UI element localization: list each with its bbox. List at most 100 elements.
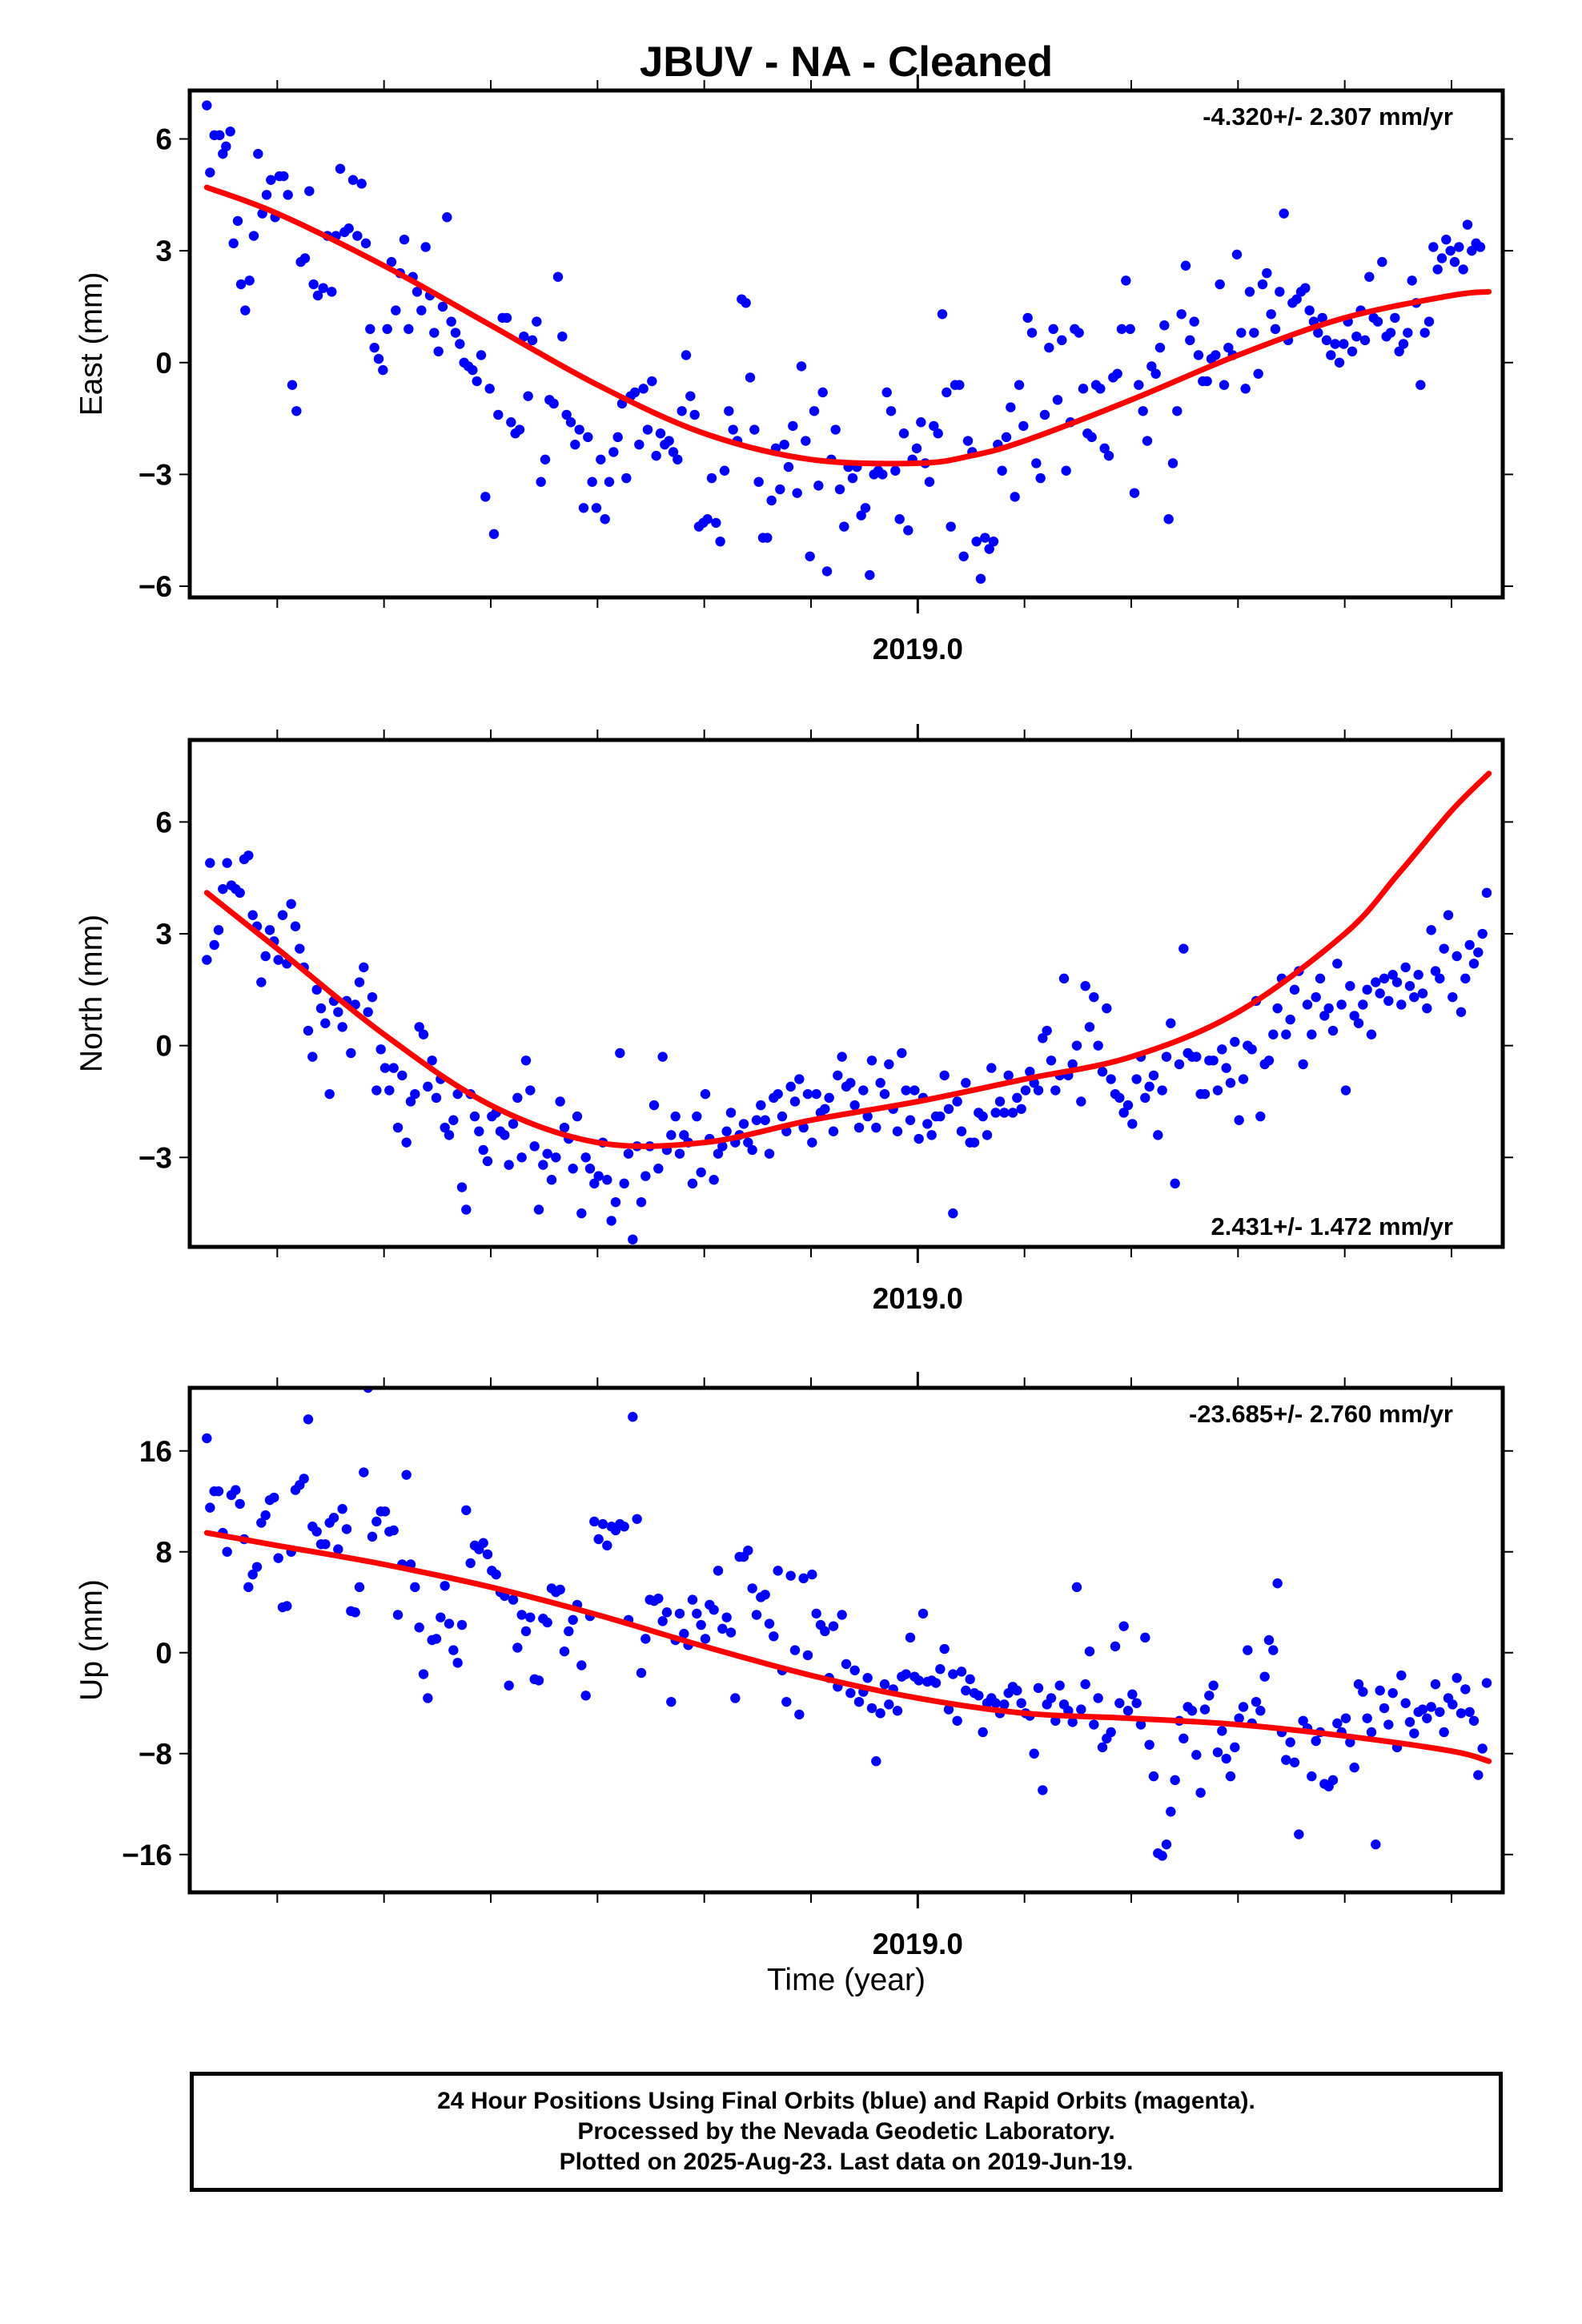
east-data-point <box>681 350 692 360</box>
north-data-point <box>202 955 212 965</box>
up-data-point <box>1161 1839 1172 1850</box>
up-data-point <box>1439 1727 1449 1738</box>
north-data-point <box>572 1111 583 1122</box>
east-data-point <box>881 387 892 398</box>
east-data-point <box>1163 514 1174 525</box>
up-points-group <box>202 1388 1492 1861</box>
east-data-point <box>378 364 388 376</box>
east-data-point <box>1266 309 1276 320</box>
east-data-point <box>1458 264 1468 275</box>
east-data-point <box>839 521 849 532</box>
up-data-point <box>892 1706 903 1716</box>
up-data-point <box>679 1628 689 1639</box>
east-data-point <box>1022 312 1033 324</box>
east-data-point <box>642 424 653 435</box>
north-data-point <box>1093 1040 1103 1051</box>
east-data-point <box>600 514 610 525</box>
up-data-point <box>410 1582 420 1593</box>
up-data-point <box>1221 1753 1231 1764</box>
north-data-point <box>401 1137 412 1148</box>
east-data-point <box>1219 380 1230 390</box>
east-data-point <box>1103 450 1114 461</box>
up-data-point <box>452 1658 463 1668</box>
east-y-tick-label-1: −3 <box>139 458 172 491</box>
east-data-point <box>1364 271 1375 282</box>
up-data-point <box>589 1516 600 1527</box>
north-data-point <box>820 1104 830 1114</box>
east-data-point <box>779 439 789 450</box>
north-data-point <box>273 955 283 965</box>
north-data-point <box>648 1100 660 1111</box>
up-data-point <box>1281 1755 1291 1765</box>
panel-up: −16 −8 0 8 16 2019.0 Up (mm) -23.685+/- 2.760 m… <box>74 1372 1513 1960</box>
up-data-point <box>1477 1743 1488 1754</box>
up-data-point <box>282 1601 292 1611</box>
east-data-point <box>1394 346 1404 357</box>
north-data-point <box>538 1160 548 1170</box>
up-data-point <box>269 1492 279 1503</box>
north-data-point <box>811 1088 821 1100</box>
north-data-point <box>243 850 254 861</box>
north-data-point <box>337 1022 347 1032</box>
east-data-point <box>253 148 263 159</box>
up-data-point <box>1127 1689 1138 1699</box>
east-data-point <box>1419 328 1430 338</box>
north-data-point <box>879 1088 890 1100</box>
up-data-point <box>930 1678 942 1688</box>
up-data-point <box>990 1698 1001 1708</box>
north-data-point <box>1298 1059 1308 1070</box>
panel-east: −6 −3 0 3 6 2019.0 East (mm) -4.320+/- 2.307 mm… <box>74 74 1513 665</box>
north-data-point <box>414 1022 424 1032</box>
up-data-point <box>764 1618 775 1629</box>
east-data-point <box>373 353 384 364</box>
east-data-point <box>673 454 683 464</box>
up-data-point <box>1430 1679 1441 1690</box>
north-data-point <box>559 1122 570 1133</box>
north-data-point <box>520 1055 532 1066</box>
north-data-point <box>1319 1011 1330 1021</box>
east-data-point <box>1249 328 1259 338</box>
up-data-point <box>1131 1698 1142 1708</box>
east-data-point <box>1074 328 1084 338</box>
north-data-point <box>392 1122 404 1133</box>
up-data-point <box>597 1518 608 1530</box>
north-data-point <box>1212 1085 1223 1096</box>
up-data-point <box>1208 1680 1219 1691</box>
up-data-point <box>367 1531 378 1542</box>
east-data-point <box>1253 368 1263 379</box>
up-data-point <box>709 1605 719 1615</box>
north-data-point <box>986 1063 997 1073</box>
up-data-point <box>1452 1673 1462 1683</box>
up-data-point <box>1122 1706 1134 1716</box>
up-data-point <box>730 1693 741 1703</box>
east-data-point <box>484 384 495 394</box>
east-data-point <box>523 391 533 401</box>
north-data-point <box>798 1122 809 1133</box>
east-data-point <box>583 432 593 443</box>
east-data-point <box>1142 436 1153 446</box>
up-data-point <box>1118 1621 1129 1631</box>
east-data-point <box>382 324 392 335</box>
north-data-point <box>884 1059 894 1070</box>
north-data-point <box>418 1029 429 1039</box>
east-data-point <box>468 364 478 376</box>
north-data-point <box>1076 1096 1086 1107</box>
north-data-point <box>1468 959 1480 969</box>
up-data-point <box>320 1539 331 1550</box>
east-data-point <box>911 443 922 454</box>
east-data-point <box>612 432 623 443</box>
east-points-group <box>202 100 1486 584</box>
up-data-point <box>769 1631 779 1642</box>
east-data-point <box>1193 350 1204 360</box>
north-data-point <box>1349 1011 1359 1021</box>
east-data-point <box>1121 275 1131 286</box>
north-data-point <box>264 925 275 935</box>
up-data-point <box>1144 1739 1154 1750</box>
east-data-point <box>1057 335 1067 346</box>
north-data-point <box>807 1137 817 1148</box>
up-data-point <box>1186 1706 1198 1716</box>
north-data-point <box>717 1141 728 1152</box>
up-data-point <box>828 1621 839 1631</box>
north-data-point <box>1097 1067 1108 1077</box>
up-data-point <box>913 1675 924 1686</box>
